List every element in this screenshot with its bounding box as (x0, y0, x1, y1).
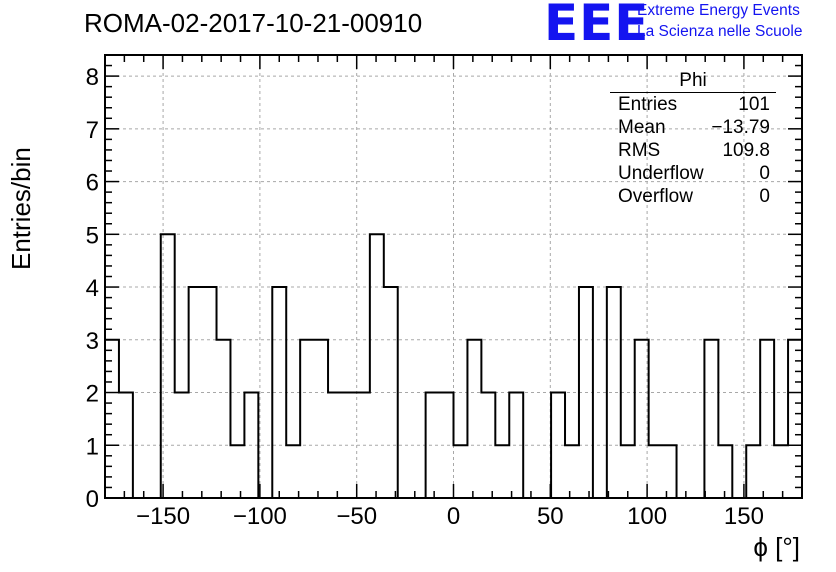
stats-key: Entries (618, 94, 678, 115)
grid-layer (105, 55, 802, 498)
y-tick-label: 4 (86, 275, 99, 302)
stats-key: RMS (618, 140, 661, 161)
y-tick-label: 0 (86, 486, 99, 513)
stats-value: 109.8 (722, 140, 770, 161)
logo-line-2: La Scienza nelle Scuole (637, 23, 803, 40)
y-tick-label: 2 (86, 381, 99, 408)
logo-mark: EEE (544, 0, 650, 52)
histogram-bin (635, 340, 649, 498)
histogram-bin (774, 445, 788, 498)
y-axis-label: Entries/bin (6, 147, 36, 270)
histogram-bin (663, 445, 677, 498)
x-tick-label: 150 (724, 503, 764, 530)
y-tick-label: 8 (86, 64, 99, 91)
histogram-bin (342, 393, 356, 498)
histogram-bin (481, 393, 495, 498)
histogram-bin (649, 445, 663, 498)
stats-title: Phi (610, 70, 776, 93)
histogram-bin (718, 445, 732, 498)
histogram-bin (217, 340, 231, 498)
histogram-bin (230, 445, 244, 498)
histogram-bin (621, 445, 635, 498)
y-tick-label: 3 (86, 328, 99, 355)
histogram-bin (370, 234, 384, 498)
histogram-bin (119, 393, 133, 498)
stats-box: Phi Entries 101 Mean −13.79 RMS 109.8 Un… (610, 70, 776, 208)
histogram-bin (175, 393, 189, 498)
histogram-bin (356, 393, 370, 498)
histogram-bin (286, 445, 300, 498)
logo-line-1: Extreme Energy Events (637, 2, 800, 19)
histogram-bin (746, 445, 760, 498)
stats-value: −13.79 (711, 117, 770, 138)
y-tick-label: 1 (86, 433, 99, 460)
run-title: ROMA-02-2017-10-21-00910 (84, 8, 423, 38)
stats-key: Mean (618, 117, 666, 138)
stats-row: RMS 109.8 (610, 139, 776, 162)
stats-row: Underflow 0 (610, 162, 776, 185)
stats-row: Mean −13.79 (610, 116, 776, 139)
histogram-bin (760, 340, 774, 498)
histogram-bin (105, 340, 119, 498)
histogram-bin (189, 287, 203, 498)
histogram-bin (384, 287, 398, 498)
x-axis-label: ϕ [°] (753, 532, 800, 562)
histogram-bin (467, 340, 481, 498)
y-tick-label: 5 (86, 222, 99, 249)
histogram-bin (495, 445, 509, 498)
histogram-bin (203, 287, 217, 498)
stats-value: 101 (738, 94, 770, 115)
x-tick-label: 100 (627, 503, 667, 530)
histogram-bin (509, 393, 523, 498)
histogram-bin (244, 393, 258, 498)
histogram-bin (300, 340, 314, 498)
stats-key: Underflow (618, 163, 704, 184)
histogram-bin (565, 445, 579, 498)
y-tick-label: 6 (86, 170, 99, 197)
histogram-bin (454, 445, 468, 498)
x-tick-label: 0 (447, 503, 460, 530)
histogram-bin (161, 234, 175, 498)
x-tick-label: −100 (233, 503, 287, 530)
stats-value: 0 (759, 163, 770, 184)
histogram-bin (314, 340, 328, 498)
histogram-bin (551, 393, 565, 498)
stats-value: 0 (759, 186, 770, 207)
y-tick-label: 7 (86, 117, 99, 144)
histogram-bin (579, 287, 593, 498)
tick-labels: −150 −100 −50 0 50 100 150 0 1 2 3 4 5 6 7 8 (86, 64, 764, 530)
x-tick-label: −150 (136, 503, 190, 530)
stats-row: Entries 101 (610, 93, 776, 116)
histogram-bin (788, 340, 802, 498)
stats-key: Overflow (618, 186, 693, 207)
x-tick-label: 50 (537, 503, 564, 530)
eee-logo: EEE Extreme Energy Events La Scienza nel… (544, 0, 836, 52)
axes-layer (104, 54, 803, 499)
histogram-bin (607, 287, 621, 498)
stats-row: Overflow 0 (610, 185, 776, 208)
histogram-bin (704, 340, 718, 498)
histogram-bin (440, 393, 454, 498)
histogram-bin (426, 393, 440, 498)
x-tick-label: −50 (336, 503, 377, 530)
histogram-bin (328, 393, 342, 498)
histogram-bin (272, 287, 286, 498)
